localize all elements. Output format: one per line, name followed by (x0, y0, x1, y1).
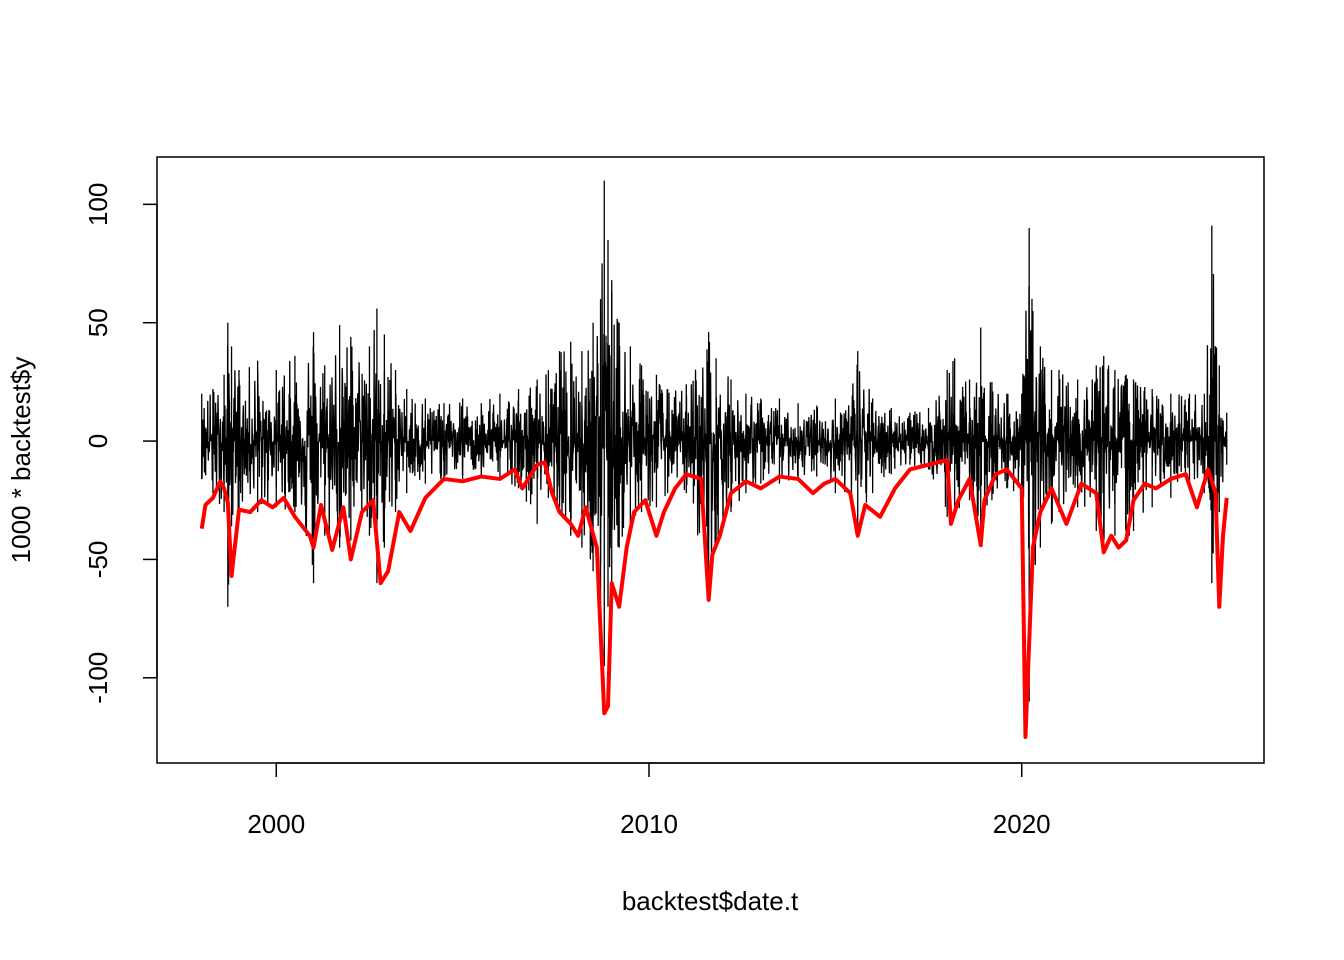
y-tick-label: 50 (83, 308, 113, 337)
y-tick-label: 100 (83, 183, 113, 226)
y-tick-label: -50 (83, 541, 113, 579)
x-axis-label: backtest$date.t (622, 886, 799, 916)
series-line-0 (201, 263, 1228, 590)
y-tick-label: -100 (83, 652, 113, 704)
x-tick-label: 2020 (993, 809, 1051, 839)
series-line-1 (199, 458, 1229, 739)
plot-frame (156, 156, 1265, 764)
y-axis: 100 50 0 -50 -100 (83, 183, 158, 704)
x-axis: 2000 2010 2020 (247, 762, 1051, 839)
y-tick-label: 0 (83, 434, 113, 448)
x-tick-label: 2010 (620, 809, 678, 839)
x-tick-label: 2000 (247, 809, 305, 839)
y-axis-label: 1000 * backtest$y (6, 357, 36, 564)
series-layer (199, 180, 1229, 739)
